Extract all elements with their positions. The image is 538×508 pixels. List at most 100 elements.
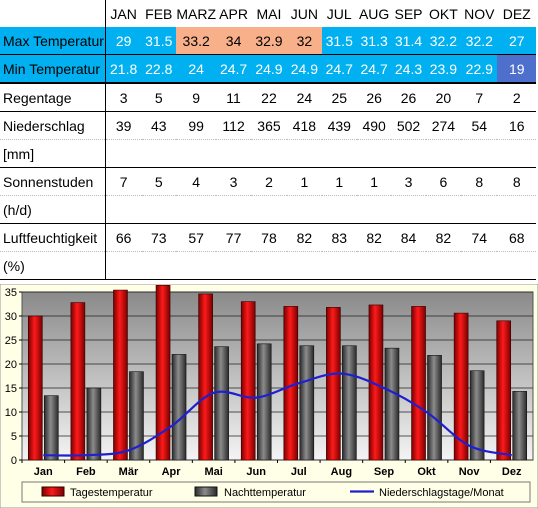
empty-cell [175,195,217,224]
plot-area [21,291,534,461]
y-tick-label: 5 [11,431,17,443]
x-tick-label: Jul [291,466,307,478]
table-cell: 26 [356,83,392,112]
table-cell: 365 [250,111,288,140]
row-humidity-unit: (%) [0,251,536,280]
month-header: MARZ [176,5,216,22]
night-temp-bar [469,370,485,461]
empty-cell [497,195,536,224]
empty-cell [497,251,536,280]
empty-cell [287,251,322,280]
row-precip-unit: [mm] [0,139,536,168]
y-tick-label: 25 [5,335,17,347]
table-cell: 23.9 [425,54,462,84]
empty-cell [141,195,176,224]
row-label: Max Temperatur [0,27,106,55]
row-label: Sonnenstuden [0,167,106,196]
row-sun: Sonnenstuden 7 5 4 3 2 1 1 1 3 6 8 8 [0,167,536,196]
empty-cell [461,139,498,168]
table-cell: 1 [321,167,357,196]
table-cell: 2 [497,83,536,112]
empty-cell [321,195,357,224]
empty-cell [425,195,462,224]
night-temp-bar [43,395,59,461]
row-label: Min Temperatur [0,54,106,84]
table-cell: 1 [356,167,392,196]
month-header: MAI [256,5,282,22]
legend-label-day: Tagestemperatur [70,487,153,499]
table-cell: 39 [105,111,142,140]
y-tick-label: 20 [5,359,17,371]
row-unit-label: [mm] [0,139,106,168]
table-cell: 3 [216,167,251,196]
table-cell: 5 [141,167,176,196]
table-cell: 32.2 [425,27,462,55]
climate-chart: 0 5 10 15 20 25 30 35 Jan Feb Mär Apr Mai Jun Jul Aug Se… [0,283,538,508]
table-cell: 74 [461,223,498,252]
day-temp-bar [27,315,43,461]
table-cell: 34 [216,27,251,55]
table-cell: 68 [497,223,536,252]
table-cell: 439 [321,111,357,140]
table-cell: 24.3 [391,54,426,84]
table-cell: 24.7 [321,54,357,84]
empty-cell [425,139,462,168]
table-cell: 83 [321,223,357,252]
row-label: Luftfeuchtigkeit [0,223,106,252]
table-cell: 24.9 [250,54,288,84]
y-tick-label: 0 [11,455,17,467]
table-cell: 20 [425,83,462,112]
table-cell: 32 [287,27,322,55]
empty-cell [175,251,217,280]
row-rain_days: Regentage 3 5 9 11 22 24 25 26 26 20 7 2 [0,83,536,112]
empty-cell [356,251,392,280]
table-cell: 24 [287,83,322,112]
legend-swatch-day [41,486,65,497]
night-temp-bar [171,354,187,461]
month-header: AUG [358,5,390,22]
night-temp-bar [256,343,272,461]
x-tick-label: Nov [459,466,481,478]
row-sun-unit: (h/d) [0,195,536,224]
day-temp-bar [326,307,341,461]
table-cell: 66 [105,223,142,252]
empty-cell [391,139,426,168]
empty-cell [287,195,322,224]
x-tick-label: Dez [502,466,522,478]
empty-cell [391,251,426,280]
table-cell: 8 [461,167,498,196]
row-max: Max Temperatur 29 31.5 33.2 34 32.9 32 31.5 31.3… [0,27,536,55]
table-cell: 82 [425,223,462,252]
table-cell: 31.3 [356,27,392,55]
table-cell: 3 [391,167,426,196]
table-cell: 24 [175,54,217,84]
table-cell: 54 [461,111,498,140]
day-temp-bar [113,289,128,461]
table-cell: 19 [497,54,536,84]
table-cell: 2 [250,167,288,196]
night-temp-bar [342,345,357,461]
empty-cell [425,251,462,280]
empty-cell [250,139,288,168]
month-header: APR [219,5,248,22]
empty-cell [356,139,392,168]
table-cell: 31.5 [321,27,357,55]
x-tick-label: Jan [34,466,53,478]
table-cell: 22.9 [461,54,498,84]
day-temp-bar [198,293,213,461]
day-temp-bar [70,302,86,461]
table-cell: 502 [391,111,426,140]
legend-label-night: Nachttemperatur [224,487,306,499]
table-cell: 33.2 [175,27,217,55]
x-tick-label: Sep [374,466,394,478]
empty-cell [461,195,498,224]
table-cell: 99 [175,111,217,140]
empty-cell [105,139,142,168]
climate-table: JAN FEB MARZ APR MAI JUN JUL AUG SEP OKT NOV DEZ Max… [0,0,536,280]
table-cell: 24.7 [356,54,392,84]
month-header: JUL [326,5,352,22]
table-cell: 29 [105,27,142,55]
month-header-row: JAN FEB MARZ APR MAI JUN JUL AUG SEP OKT NOV DEZ [0,0,536,27]
x-tick-label: Mär [119,466,139,478]
month-header: JUN [290,5,318,22]
